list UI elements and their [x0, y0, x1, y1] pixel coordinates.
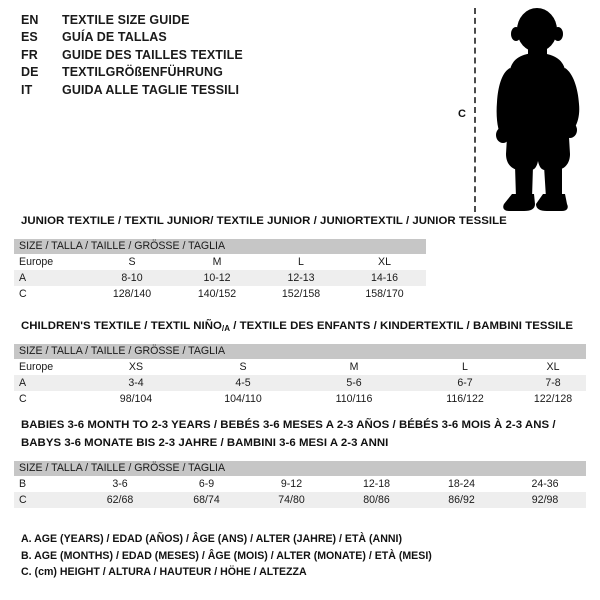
section-title-babies-line2: BABYS 3-6 MONATE BIS 2-3 JAHRE / BAMBINI… — [21, 437, 389, 449]
guide-title-fr: GUIDE DES TAILLES TEXTILE — [62, 47, 243, 62]
table-cell: 62/68 — [76, 492, 164, 508]
height-dashed-line — [474, 8, 476, 212]
table-cell: 74/80 — [249, 492, 334, 508]
table-cell: 9-12 — [249, 476, 334, 492]
language-code-en: EN — [21, 13, 39, 27]
table-cell: L — [410, 359, 520, 375]
row-label: Europe — [14, 254, 89, 270]
language-row: EN TEXTILE SIZE GUIDE — [21, 13, 321, 30]
legend-line-a: A. AGE (YEARS) / EDAD (AÑOS) / ÂGE (ANS)… — [21, 533, 402, 545]
guide-title-en: TEXTILE SIZE GUIDE — [62, 13, 190, 27]
language-code-es: ES — [21, 30, 38, 45]
table-row: SIZE / TALLA / TAILLE / GRÖSSE / TAGLIA — [14, 344, 587, 359]
table-cell: 5-6 — [298, 375, 410, 391]
guide-title-de: TEXTILGRÖßENFÜHRUNG — [62, 65, 223, 80]
junior-size-table: SIZE / TALLA / TAILLE / GRÖSSE / TAGLIA … — [14, 239, 427, 302]
table-cell: 4-5 — [188, 375, 298, 391]
table-cell: 116/122 — [410, 391, 520, 407]
table-row: SIZE / TALLA / TAILLE / GRÖSSE / TAGLIA — [14, 239, 427, 254]
guide-title-it: GUIDA ALLE TAGLIE TESSILI — [62, 82, 240, 97]
table-cell: 98/104 — [84, 391, 188, 407]
table-cell: 6-7 — [410, 375, 520, 391]
size-header-junior: SIZE / TALLA / TAILLE / GRÖSSE / TAGLIA — [14, 239, 427, 254]
table-row: A 3-4 4-5 5-6 6-7 7-8 — [14, 375, 587, 391]
table-cell: 8-10 — [89, 270, 175, 286]
section-title-children-post: / TEXTILE DES ENFANTS / KINDERTEXTIL / B… — [230, 320, 574, 332]
table-cell: 14-16 — [343, 270, 427, 286]
toddler-silhouette-icon — [496, 8, 580, 211]
table-row: B 3-6 6-9 9-12 12-18 18-24 24-36 — [14, 476, 587, 492]
legend-block: A. AGE (YEARS) / EDAD (AÑOS) / ÂGE (ANS)… — [21, 531, 432, 581]
language-code-it: IT — [21, 82, 33, 97]
table-cell: 18-24 — [419, 476, 504, 492]
table-cell: 10-12 — [175, 270, 259, 286]
table-cell: 68/74 — [164, 492, 249, 508]
row-label: C — [14, 286, 89, 302]
table-cell: 104/110 — [188, 391, 298, 407]
row-label: A — [14, 375, 84, 391]
table-cell: XS — [84, 359, 188, 375]
language-row: ES GUÍA DE TALLAS — [21, 30, 321, 47]
language-code-fr: FR — [21, 47, 38, 62]
row-label: C — [14, 492, 76, 508]
table-cell: 6-9 — [164, 476, 249, 492]
table-cell: XL — [520, 359, 587, 375]
table-row: C 128/140 140/152 152/158 158/170 — [14, 286, 427, 302]
row-label: Europe — [14, 359, 84, 375]
language-row: IT GUIDA ALLE TAGLIE TESSILI — [21, 83, 321, 100]
table-cell: S — [89, 254, 175, 270]
row-label: A — [14, 270, 89, 286]
table-cell: 12-13 — [259, 270, 343, 286]
language-row: FR GUIDE DES TAILLES TEXTILE — [21, 48, 321, 65]
table-cell: 24-36 — [504, 476, 587, 492]
guide-title-es: GUÍA DE TALLAS — [62, 30, 167, 45]
table-cell: 80/86 — [334, 492, 419, 508]
size-header-babies: SIZE / TALLA / TAILLE / GRÖSSE / TAGLIA — [14, 461, 587, 476]
table-cell: 152/158 — [259, 286, 343, 302]
size-header-children: SIZE / TALLA / TAILLE / GRÖSSE / TAGLIA — [14, 344, 587, 359]
language-header-block: EN TEXTILE SIZE GUIDE ES GUÍA DE TALLAS … — [21, 13, 321, 100]
section-title-children: CHILDREN'S TEXTILE / TEXTIL NIÑO/A / TEX… — [21, 320, 573, 333]
table-cell: M — [175, 254, 259, 270]
table-cell: 122/128 — [520, 391, 587, 407]
children-size-table: SIZE / TALLA / TAILLE / GRÖSSE / TAGLIA … — [14, 344, 587, 407]
table-cell: 7-8 — [520, 375, 587, 391]
section-title-children-sub: /A — [221, 324, 231, 333]
table-row: C 98/104 104/110 110/116 116/122 122/128 — [14, 391, 587, 407]
table-cell: 158/170 — [343, 286, 427, 302]
table-cell: 3-6 — [76, 476, 164, 492]
table-row: SIZE / TALLA / TAILLE / GRÖSSE / TAGLIA — [14, 461, 587, 476]
table-cell: 110/116 — [298, 391, 410, 407]
table-cell: 128/140 — [89, 286, 175, 302]
row-label: B — [14, 476, 76, 492]
table-cell: XL — [343, 254, 427, 270]
table-cell: 3-4 — [84, 375, 188, 391]
table-cell: 92/98 — [504, 492, 587, 508]
table-cell: M — [298, 359, 410, 375]
language-code-de: DE — [21, 65, 39, 80]
section-title-babies-line1: BABIES 3-6 MONTH TO 2-3 YEARS / BEBÉS 3-… — [21, 419, 556, 431]
table-row: Europe S M L XL — [14, 254, 427, 270]
table-cell: 140/152 — [175, 286, 259, 302]
row-label: C — [14, 391, 84, 407]
table-cell: S — [188, 359, 298, 375]
table-row: A 8-10 10-12 12-13 14-16 — [14, 270, 427, 286]
babies-size-table: SIZE / TALLA / TAILLE / GRÖSSE / TAGLIA … — [14, 461, 587, 508]
legend-line-b: B. AGE (MONTHS) / EDAD (MESES) / ÂGE (MO… — [21, 549, 432, 562]
height-measure-label: C — [458, 108, 466, 120]
table-cell: 12-18 — [334, 476, 419, 492]
section-title-children-pre: CHILDREN'S TEXTILE / TEXTIL NIÑO — [21, 320, 222, 332]
table-cell: L — [259, 254, 343, 270]
height-measurement-figure: C — [440, 4, 600, 216]
table-row: Europe XS S M L XL — [14, 359, 587, 375]
section-title-junior: JUNIOR TEXTILE / TEXTIL JUNIOR/ TEXTILE … — [21, 215, 507, 227]
table-cell: 86/92 — [419, 492, 504, 508]
legend-line-c: C. (cm) HEIGHT / ALTURA / HAUTEUR / HÖHE… — [21, 566, 307, 578]
language-row: DE TEXTILGRÖßENFÜHRUNG — [21, 65, 321, 82]
table-row: C 62/68 68/74 74/80 80/86 86/92 92/98 — [14, 492, 587, 508]
